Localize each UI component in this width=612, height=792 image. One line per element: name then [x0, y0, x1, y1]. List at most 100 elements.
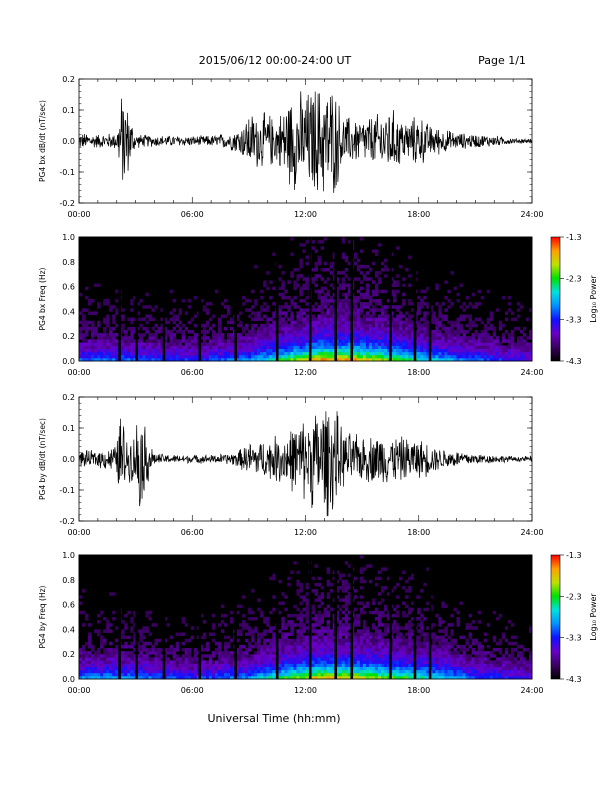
spectrogram-cell — [220, 604, 225, 609]
spectrogram-cell — [332, 268, 337, 272]
spectrogram-cell — [257, 654, 261, 658]
spectrogram-cell — [263, 657, 267, 661]
spectrogram-cell — [226, 666, 231, 671]
spectrogram-cell — [230, 657, 234, 661]
spectrogram-cell — [254, 660, 258, 664]
spectrogram-cell — [100, 635, 104, 640]
spectrogram-cell — [124, 354, 128, 359]
spectrogram-cell — [501, 295, 506, 300]
spectrogram-cell — [438, 336, 442, 340]
spectrogram-cell — [103, 657, 107, 661]
spectrogram-cell — [109, 339, 113, 343]
spectrogram-cell — [528, 345, 533, 349]
spectrogram-cell — [296, 342, 300, 346]
spectrogram-cell — [332, 576, 337, 581]
spectrogram-cell — [236, 669, 240, 674]
spectrogram-cell — [257, 666, 261, 671]
spectrogram-cell — [332, 607, 337, 612]
spectrogram-cell — [230, 342, 234, 346]
spectrogram-cell — [94, 663, 98, 667]
spectrogram-cell — [217, 351, 222, 356]
spectrogram-cell — [293, 675, 297, 680]
spectrogram-cell — [196, 345, 201, 349]
spectrogram-cell — [387, 354, 391, 359]
spectrogram-cell — [311, 672, 315, 677]
spectrogram-cell — [193, 314, 198, 318]
spectrogram-cell — [465, 314, 469, 318]
spectrogram-cell — [341, 320, 346, 325]
spectrogram-cell — [320, 672, 325, 677]
spectrogram-cell — [320, 669, 325, 674]
spectrogram-cell — [287, 666, 291, 671]
spectrogram-cell — [305, 277, 309, 281]
spectrogram-cell — [127, 663, 131, 667]
spectrogram-cell — [269, 330, 273, 334]
spectrogram-cell — [338, 333, 343, 337]
spectrogram-cell — [284, 675, 288, 680]
spectrogram-cell — [423, 675, 427, 680]
spectrogram-cell — [284, 305, 288, 309]
spectrogram-cell — [278, 264, 282, 269]
spectrogram-cell — [217, 333, 222, 337]
spectrogram-cell — [205, 660, 210, 664]
spectrogram-cell — [329, 351, 334, 356]
spectrogram-cell — [474, 348, 479, 353]
spectrogram-cell — [450, 641, 454, 646]
spectrogram-cell — [145, 654, 149, 658]
spectrogram-cell — [302, 641, 306, 646]
spectrogram-cell — [214, 333, 219, 337]
spectrogram-cell — [347, 323, 352, 328]
spectrogram-cell — [121, 632, 125, 636]
spectrogram-cell — [390, 354, 394, 359]
spectrogram-cell — [94, 669, 98, 674]
spectrogram-cell — [299, 351, 303, 356]
spectrogram-cell — [377, 354, 382, 359]
spectrogram-cell — [320, 336, 325, 340]
spectrogram-cell — [145, 666, 149, 671]
spectrogram-cell — [190, 635, 195, 640]
spectrogram-cell — [299, 317, 303, 322]
spectrogram-cell — [106, 323, 110, 328]
spectrogram-cell — [371, 305, 376, 309]
spectrogram-cell — [341, 286, 346, 291]
spectrogram-cell — [329, 641, 334, 646]
spectrogram-cell — [145, 641, 149, 646]
spectrogram-cell — [480, 342, 485, 346]
spectrogram-cell — [359, 351, 364, 356]
spectrogram-cell — [341, 271, 346, 275]
spectrogram-cell — [220, 669, 225, 674]
spectrogram-cell — [411, 601, 415, 605]
spectrogram-cell — [311, 657, 315, 661]
spectrogram-cell — [426, 669, 430, 674]
spectrogram-cell — [417, 311, 421, 315]
spectrogram-cell — [248, 644, 252, 649]
spectrogram-cell — [359, 292, 364, 297]
spectrogram-cell — [435, 660, 439, 664]
spectrogram-cell — [133, 648, 137, 652]
spectrogram-cell — [217, 644, 222, 649]
spectrogram-cell — [248, 632, 252, 636]
spectrogram-cell — [311, 576, 315, 581]
spectrogram-cell — [91, 357, 95, 362]
spectrogram-cell — [109, 333, 113, 337]
spectrogram-cell — [432, 339, 436, 343]
spectrogram-cell — [91, 339, 95, 343]
spectrogram-cell — [248, 660, 252, 664]
spectrogram-cell — [205, 308, 210, 312]
spectrogram-cell — [326, 336, 331, 340]
spectrogram-cell — [236, 632, 240, 636]
spectrogram-cell — [320, 323, 325, 328]
spectrogram-cell — [254, 675, 258, 680]
spectrogram-cell — [296, 326, 300, 331]
spectrogram-cell — [254, 354, 258, 359]
spectrogram-cell — [377, 308, 382, 312]
spectrogram-cell — [82, 675, 86, 680]
spectrogram-cell — [239, 320, 243, 325]
spectrogram-cell — [390, 348, 394, 353]
spectrogram-cell — [130, 330, 134, 334]
spectrogram-cell — [317, 342, 321, 346]
spectrogram-cell — [390, 672, 394, 677]
spectrogram-cell — [450, 357, 454, 362]
spectrogram-cell — [148, 666, 152, 671]
spectrogram-cell — [217, 641, 222, 646]
